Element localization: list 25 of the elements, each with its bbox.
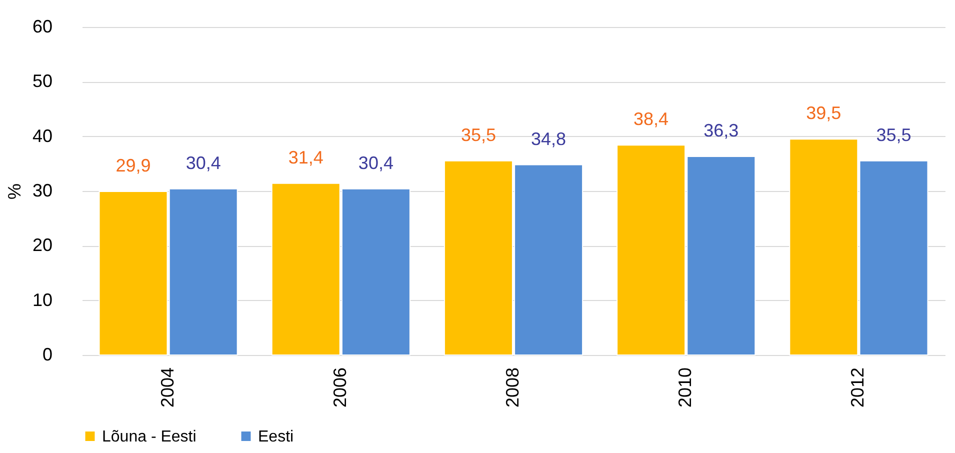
y-tick-label: 20: [32, 235, 52, 256]
data-label: 35,5: [876, 124, 912, 145]
data-label: 34,8: [531, 128, 566, 149]
data-label: 35,5: [460, 124, 496, 145]
legend-label: Eesti: [258, 428, 294, 446]
x-tick-label: 2004: [157, 368, 178, 408]
y-tick-label: 50: [32, 71, 52, 92]
x-tick-label: 2012: [848, 368, 868, 408]
data-label: 29,9: [116, 156, 151, 176]
x-tick-label: 2006: [330, 368, 350, 408]
y-axis-title: %: [4, 183, 24, 200]
x-tick-label: 2008: [502, 368, 522, 408]
y-tick-label: 0: [42, 344, 52, 364]
data-label: 36,3: [704, 120, 739, 141]
y-tick-label: 40: [32, 126, 52, 146]
data-label: 39,5: [806, 103, 842, 124]
data-label: 30,4: [358, 152, 394, 173]
y-tick-label: 60: [32, 16, 52, 36]
y-tick-label: 10: [32, 290, 52, 310]
data-label: 38,4: [634, 109, 669, 130]
y-tick-label: 30: [32, 180, 52, 200]
data-label: 30,4: [186, 152, 221, 173]
legend-label: Lõuna - Eesti: [102, 428, 196, 446]
data-label: 31,4: [288, 147, 324, 168]
x-tick-label: 2010: [675, 368, 696, 408]
